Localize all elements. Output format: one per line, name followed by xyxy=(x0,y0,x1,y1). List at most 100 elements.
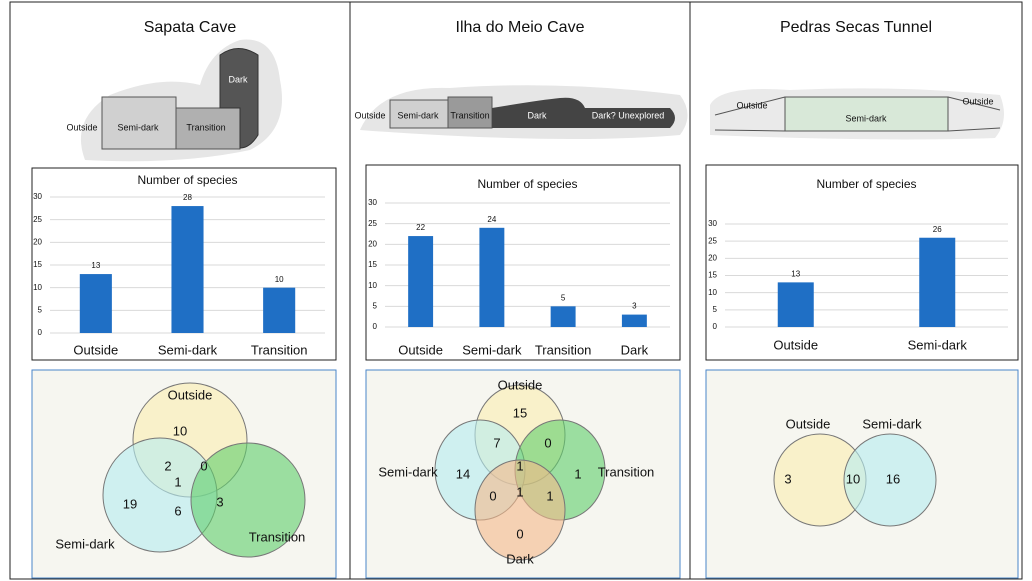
y-tick-label: 20 xyxy=(368,239,377,248)
x-tick-label: Semi-dark xyxy=(462,342,522,357)
x-tick-label: Semi-dark xyxy=(908,337,968,352)
venn-count: 3 xyxy=(784,471,791,486)
map-label: Dark xyxy=(527,110,547,120)
venn-count: 1 xyxy=(516,484,523,499)
map-label: Dark? Unexplored xyxy=(592,110,665,120)
venn-set xyxy=(190,442,306,558)
venn-set-label: Outside xyxy=(168,387,213,402)
x-tick-label: Dark xyxy=(621,342,649,357)
venn-count: 7 xyxy=(493,435,500,450)
y-tick-label: 25 xyxy=(33,215,42,224)
venn-count: 0 xyxy=(489,488,496,503)
venn-count: 6 xyxy=(174,503,181,518)
y-tick-label: 15 xyxy=(368,260,377,269)
chart-title: Number of species xyxy=(816,177,916,191)
venn-count: 0 xyxy=(516,526,523,541)
chart-title: Number of species xyxy=(137,173,237,187)
venn-count: 1 xyxy=(174,474,181,489)
venn-count: 16 xyxy=(886,471,900,486)
cave-map: Outside Semi-dark Transition Dark Dark? … xyxy=(354,85,688,139)
frame xyxy=(9,1,1023,580)
map-label: Outside xyxy=(736,100,767,110)
y-tick-label: 30 xyxy=(368,198,377,207)
map-label: Outside xyxy=(66,122,97,132)
map-label: Semi-dark xyxy=(845,113,887,123)
venn-set-label: Transition xyxy=(249,529,306,544)
venn-count: 2 xyxy=(164,458,171,473)
map-label: Transition xyxy=(186,122,225,132)
x-tick-label: Transition xyxy=(535,342,592,357)
y-tick-label: 5 xyxy=(38,305,43,314)
x-tick-label: Outside xyxy=(73,342,118,357)
venn-set-label: Semi-dark xyxy=(862,416,922,431)
y-tick-label: 0 xyxy=(38,328,43,337)
data-label: 5 xyxy=(561,293,566,302)
map-label: Semi-dark xyxy=(397,110,439,120)
venn-set-label: Semi-dark xyxy=(55,536,115,551)
map-label: Transition xyxy=(450,110,489,120)
data-label: 22 xyxy=(416,223,425,232)
y-tick-label: 20 xyxy=(33,237,42,246)
venn-count: 1 xyxy=(546,488,553,503)
x-tick-label: Semi-dark xyxy=(158,342,218,357)
bar xyxy=(919,237,956,327)
bar xyxy=(263,287,296,333)
data-label: 24 xyxy=(487,215,496,224)
y-tick-label: 0 xyxy=(713,322,718,331)
venn-set-label: Transition xyxy=(598,464,655,479)
y-tick-label: 5 xyxy=(713,305,718,314)
bar xyxy=(777,282,814,327)
venn-count: 15 xyxy=(513,405,527,420)
venn-count: 3 xyxy=(216,494,223,509)
bar xyxy=(479,227,505,327)
y-tick-label: 30 xyxy=(708,219,717,228)
venn-count: 0 xyxy=(544,435,551,450)
venn-set-label: Outside xyxy=(498,377,543,392)
panel-title: Pedras Secas Tunnel xyxy=(780,19,932,36)
venn-count: 10 xyxy=(846,471,860,486)
venn-set-label: Semi-dark xyxy=(378,464,438,479)
map-label: Semi-dark xyxy=(117,122,159,132)
x-tick-label: Outside xyxy=(398,342,443,357)
y-tick-label: 20 xyxy=(708,253,717,262)
y-tick-label: 5 xyxy=(373,301,378,310)
y-tick-label: 25 xyxy=(708,236,717,245)
cave-map: Outside Semi-dark Outside xyxy=(710,88,1004,140)
y-tick-label: 15 xyxy=(708,271,717,280)
venn-set xyxy=(474,459,566,561)
bar xyxy=(621,314,647,327)
y-tick-label: 10 xyxy=(708,288,717,297)
y-tick-label: 15 xyxy=(33,260,42,269)
map-label: Outside xyxy=(354,110,385,120)
y-tick-label: 10 xyxy=(368,281,377,290)
bar xyxy=(550,306,576,327)
venn-count: 0 xyxy=(200,458,207,473)
data-label: 13 xyxy=(91,261,100,270)
bar xyxy=(171,206,204,333)
chart-box xyxy=(705,164,1019,361)
venn-count: 10 xyxy=(173,423,187,438)
venn-count: 14 xyxy=(456,466,470,481)
venn-count: 1 xyxy=(516,458,523,473)
data-label: 26 xyxy=(933,225,942,234)
venn-set-label: Dark xyxy=(506,551,534,566)
y-tick-label: 0 xyxy=(373,322,378,331)
venn-set-label: Outside xyxy=(786,416,831,431)
map-label: Dark xyxy=(228,74,248,84)
data-label: 28 xyxy=(183,193,192,202)
venn-count: 19 xyxy=(123,496,137,511)
cave-map: Dark Outside Semi-dark Transition xyxy=(66,39,282,162)
venn-set xyxy=(843,433,937,527)
bar xyxy=(79,274,112,333)
charts: Number of species05101520253013Outside28… xyxy=(33,173,1008,357)
panel-title: Ilha do Meio Cave xyxy=(456,19,585,36)
data-label: 13 xyxy=(791,269,800,278)
panel-title: Sapata Cave xyxy=(144,19,237,36)
y-tick-label: 30 xyxy=(33,192,42,201)
map-label: Outside xyxy=(962,96,993,106)
data-label: 3 xyxy=(632,302,637,311)
x-tick-label: Outside xyxy=(773,337,818,352)
y-tick-label: 25 xyxy=(368,219,377,228)
chart-title: Number of species xyxy=(477,177,577,191)
